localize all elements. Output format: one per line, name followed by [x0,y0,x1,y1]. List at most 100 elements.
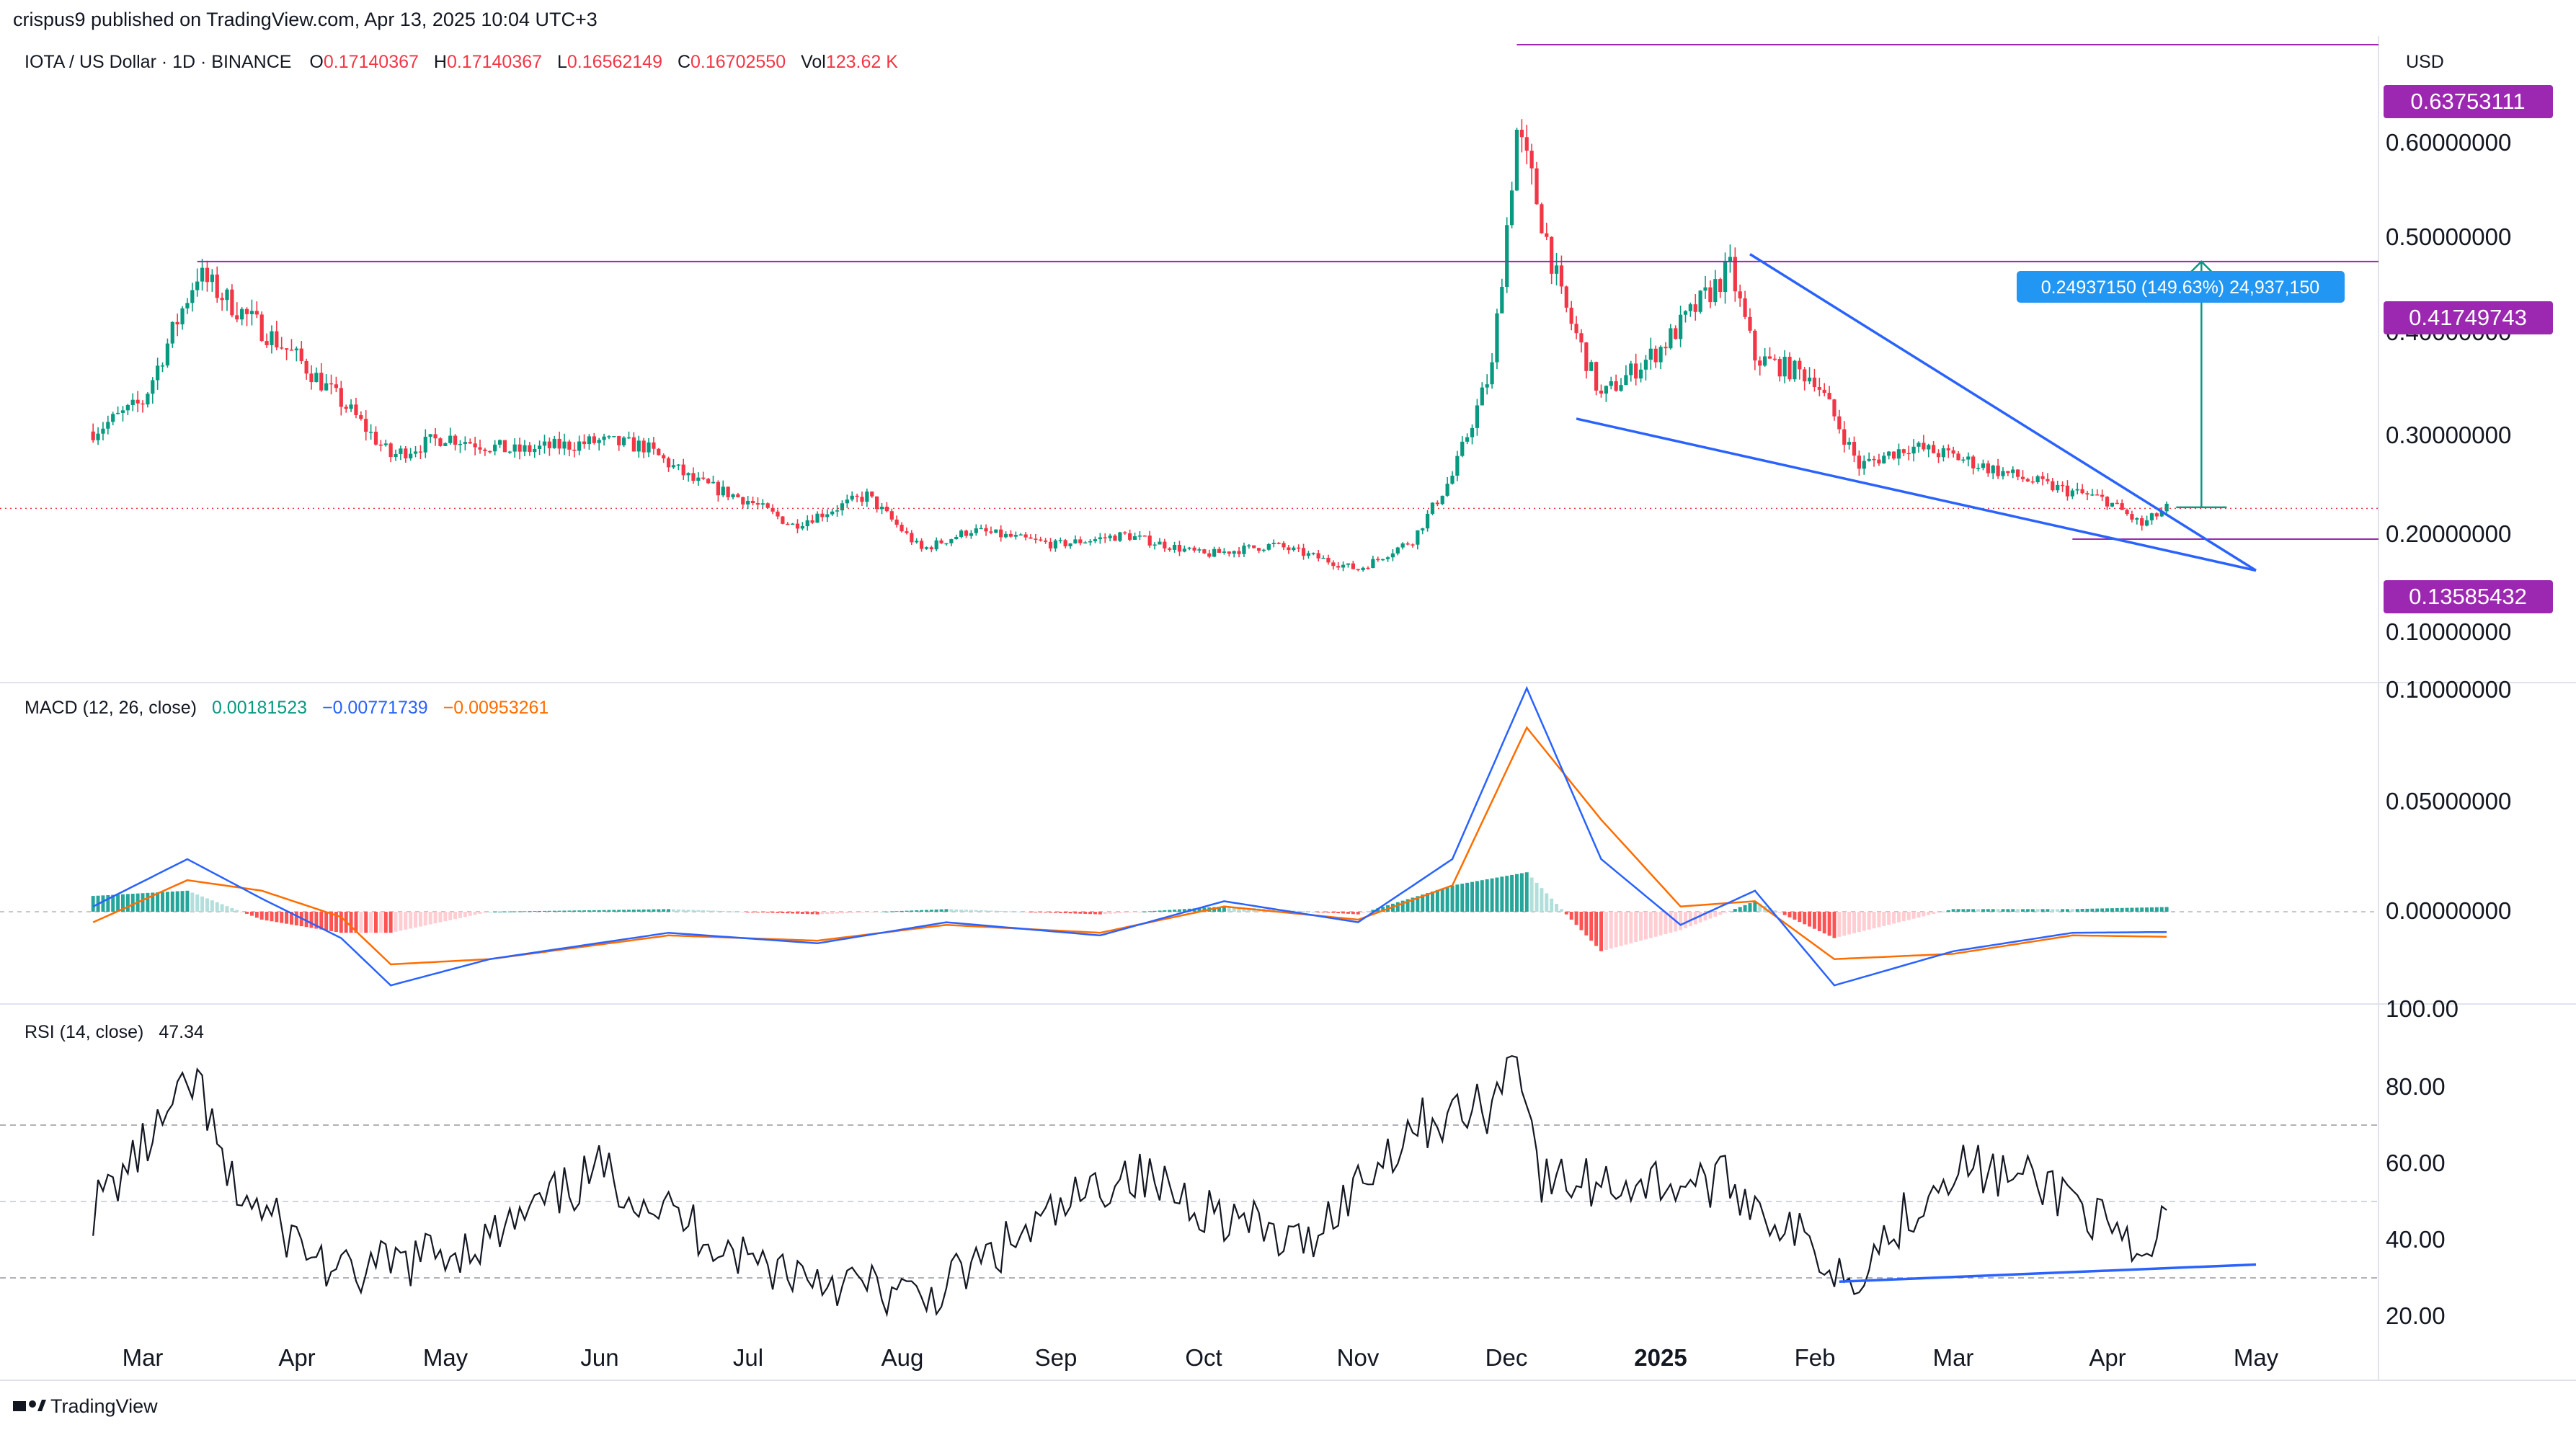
candle-body [1073,539,1078,543]
macd-histogram-bar [2100,908,2105,912]
rsi-divergence-trendline [1839,1263,2257,1284]
time-tick: May [423,1344,468,1371]
macd-histogram-bar [1152,910,1157,912]
macd-histogram-bar [989,910,993,912]
candle-body [1331,562,1336,567]
candle-body [1237,551,1241,554]
candle-body [151,380,155,394]
macd-histogram-bar [265,912,269,921]
macd-histogram-bar [894,911,899,912]
candle-body [1256,548,1261,551]
macd-histogram-bar [1698,912,1702,923]
candle-body [954,536,959,540]
macd-histogram-bar [582,910,587,912]
candle-body [225,289,229,301]
macd-histogram-bar [1098,912,1102,915]
macd-histogram-bar [2080,909,2084,912]
macd-histogram-bar [577,910,582,912]
time-tick: Jul [733,1344,763,1371]
candle-body [1048,541,1053,548]
candle-body [1034,538,1038,540]
candle-body [2144,520,2149,526]
candle-body [2135,517,2139,520]
macd-histogram-bar [369,912,373,933]
candle-body [815,513,820,523]
candle-body [1554,265,1559,274]
macd-histogram-bar [552,910,556,912]
macd-histogram-bar [533,911,537,912]
candle-body [1152,544,1157,546]
macd-histogram-bar [1817,912,1821,931]
candle-body [1678,314,1683,339]
candle-body [1946,448,1950,450]
candle-body [875,496,879,510]
macd-histogram-bar [1088,912,1093,915]
macd-histogram-bar [304,912,308,928]
macd-histogram-bar [1604,912,1608,950]
candle-body [657,448,661,456]
candle-body [1039,539,1043,541]
macd-histogram-bar [1758,903,1762,912]
macd-histogram-bar [1331,912,1336,913]
time-tick: Feb [1795,1344,1836,1371]
candle-body [1197,549,1202,551]
candle-body [1777,359,1782,377]
candle-body [647,442,651,453]
macd-histogram-bar [1540,888,1544,912]
macd-histogram-bar [428,912,432,925]
candle-body [1326,557,1331,563]
macd-histogram-bar [2051,909,2055,912]
macd-histogram-bar [1782,912,1787,915]
macd-histogram-bar [557,910,561,912]
candle-body [1385,557,1390,559]
candle-body [259,314,264,342]
macd-histogram-bar [1431,891,1434,912]
candle-body [989,531,993,533]
macd-histogram-bar [528,911,532,912]
rsi-params: (14, close) [60,1022,144,1042]
candle-body [860,497,864,502]
macd-histogram-bar [592,910,596,912]
candle-body [180,308,185,325]
candle-body [587,436,592,445]
macd-histogram-bar [2095,908,2100,912]
macd-histogram-bar [587,910,591,912]
candle-body [1222,551,1227,553]
time-tick: Nov [1337,1344,1380,1371]
time-tick: Mar [123,1344,164,1371]
macd-histogram-bar [210,900,214,912]
candle-body [1862,461,1866,469]
svg-text:RSI (14, close) 47.34: RSI (14, close) 47.34 [25,1022,204,1042]
candle-body [626,437,631,439]
candle-body [537,445,542,449]
macd-histogram-bar [200,896,205,912]
candle-body [349,404,353,409]
candle-body [275,331,279,348]
candle-body [1400,543,1405,548]
macd-histogram-bar [796,912,799,914]
measure-tooltip-text: 0.24937150 (149.63%) 24,937,150 [2041,277,2319,298]
macd-histogram-bar [1535,882,1539,912]
candle-body [344,406,348,409]
macd-histogram-bar [285,912,289,924]
candle-body [249,311,254,314]
macd-histogram-bar [1589,912,1594,941]
candle-body [910,533,914,543]
candle-body [701,477,706,479]
macd-histogram-bar [1718,912,1723,915]
macd-histogram-bar [1173,910,1177,912]
macd-histogram-bar [1768,907,1772,912]
candle-body [974,528,978,533]
macd-histogram-bar [805,912,809,915]
macd-histogram-bar [1247,907,1251,912]
candle-body [200,267,205,282]
candle-body [1519,130,1524,138]
candle-body [915,541,919,543]
macd-histogram-bar [2030,909,2035,912]
macd-histogram-bar [786,912,790,914]
macd-histogram-bar [1058,912,1062,913]
macd-histogram-bar [161,892,165,912]
macd-histogram-bar [949,909,954,912]
macd-histogram-bar [1083,912,1088,914]
macd-histogram-bar [1297,910,1301,912]
